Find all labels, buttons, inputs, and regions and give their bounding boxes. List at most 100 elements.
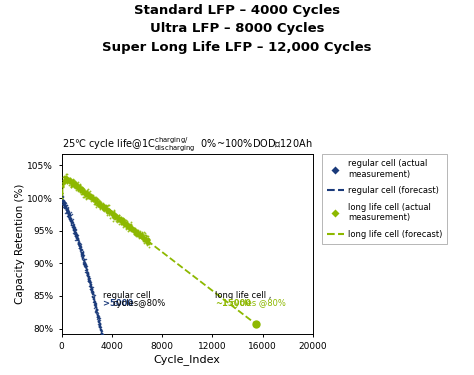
Point — [61, 178, 68, 184]
Point — [72, 182, 79, 188]
Point — [123, 220, 130, 226]
Point — [119, 222, 127, 228]
Point — [140, 236, 147, 242]
Point — [85, 275, 93, 281]
Point — [58, 192, 66, 198]
Point — [82, 190, 89, 196]
Point — [103, 207, 111, 213]
Point — [59, 198, 67, 204]
Point — [71, 231, 78, 237]
Point — [128, 225, 136, 231]
Point — [135, 231, 142, 237]
Point — [127, 224, 135, 230]
Point — [136, 233, 144, 239]
Point — [121, 222, 129, 228]
Point — [73, 236, 81, 242]
Point — [74, 240, 82, 246]
Point — [98, 332, 106, 338]
Point — [82, 267, 90, 273]
Point — [109, 210, 117, 216]
Point — [104, 365, 112, 371]
Point — [88, 195, 96, 201]
Point — [59, 186, 66, 192]
Point — [76, 244, 84, 250]
Point — [115, 216, 123, 222]
Point — [76, 242, 84, 248]
Point — [95, 200, 102, 206]
Point — [78, 251, 85, 257]
Point — [101, 204, 109, 210]
Text: >5000: >5000 — [103, 299, 136, 308]
Point — [94, 198, 102, 204]
Point — [73, 183, 80, 189]
Point — [63, 209, 71, 215]
Point — [104, 356, 111, 362]
Point — [84, 272, 92, 278]
Point — [77, 249, 85, 255]
Point — [104, 359, 112, 365]
Point — [93, 306, 100, 312]
Point — [132, 231, 140, 237]
Point — [104, 359, 111, 365]
Point — [142, 236, 150, 242]
Point — [69, 182, 77, 188]
Point — [106, 369, 113, 375]
Point — [79, 254, 86, 260]
Point — [144, 241, 152, 247]
Point — [136, 232, 143, 238]
Point — [75, 243, 83, 249]
Point — [110, 214, 118, 220]
Point — [137, 233, 145, 239]
Point — [63, 203, 70, 209]
Point — [101, 346, 109, 352]
Point — [59, 180, 67, 186]
Point — [106, 209, 113, 214]
Point — [134, 232, 141, 238]
Point — [64, 212, 72, 218]
Point — [60, 174, 67, 180]
Point — [110, 213, 118, 219]
Point — [85, 279, 93, 285]
Point — [91, 300, 98, 306]
Point — [79, 257, 87, 263]
Point — [98, 202, 106, 208]
Point — [108, 211, 116, 217]
Point — [139, 233, 147, 239]
Point — [75, 185, 83, 191]
Point — [123, 221, 131, 227]
Point — [91, 196, 99, 202]
Point — [59, 200, 66, 206]
Point — [83, 192, 91, 198]
Point — [95, 201, 102, 207]
Point — [101, 206, 109, 212]
Point — [76, 246, 83, 252]
Point — [84, 278, 92, 284]
Point — [112, 213, 119, 219]
Point — [58, 195, 65, 201]
Point — [106, 370, 113, 375]
Point — [93, 312, 101, 318]
Point — [74, 184, 82, 190]
Point — [104, 210, 111, 216]
Point — [70, 177, 77, 183]
Point — [116, 211, 123, 217]
Point — [135, 232, 143, 238]
Point — [127, 221, 135, 227]
Point — [58, 196, 65, 202]
Point — [145, 239, 153, 245]
Point — [73, 183, 80, 189]
Point — [112, 211, 120, 217]
Point — [82, 192, 89, 198]
Point — [131, 231, 139, 237]
Point — [65, 213, 73, 219]
Point — [111, 213, 118, 219]
Point — [59, 201, 67, 207]
Point — [117, 217, 125, 223]
Point — [115, 217, 122, 223]
Point — [80, 186, 88, 192]
Point — [81, 262, 89, 268]
Point — [103, 357, 111, 363]
Point — [91, 300, 99, 306]
Point — [137, 232, 145, 238]
Point — [68, 218, 75, 224]
